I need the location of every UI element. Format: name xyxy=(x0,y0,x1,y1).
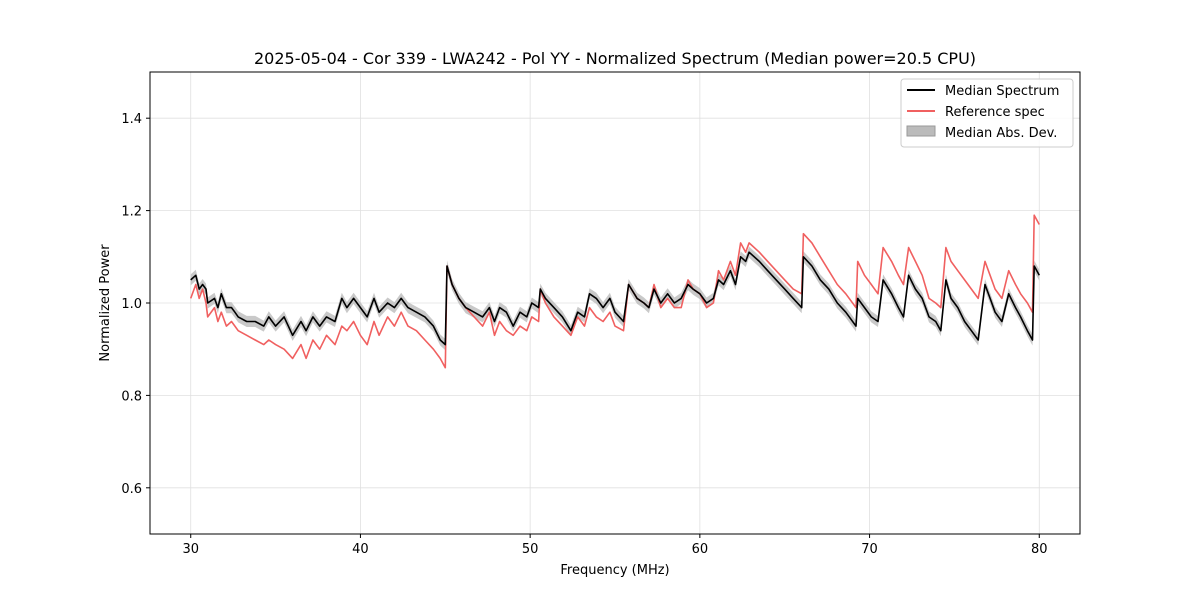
legend-label-reference-spec: Reference spec xyxy=(945,105,1045,120)
x-axis-label: Frequency (MHz) xyxy=(560,563,669,578)
x-tick-label: 60 xyxy=(692,542,709,557)
y-axis-ticks: 0.6 0.8 1.0 1.2 1.4 xyxy=(121,112,150,497)
y-axis-label: Normalized Power xyxy=(98,244,113,362)
x-tick-label: 50 xyxy=(522,542,539,557)
legend: Median Spectrum Reference spec Median Ab… xyxy=(900,78,1074,148)
x-tick-label: 40 xyxy=(352,542,369,557)
x-tick-label: 80 xyxy=(1031,542,1048,557)
legend-box xyxy=(900,78,1074,148)
x-axis-ticks: 30 40 50 60 70 80 xyxy=(182,534,1048,557)
median-spectrum-line xyxy=(190,251,1041,346)
series-lines xyxy=(189,214,1041,369)
x-tick-label: 70 xyxy=(861,542,878,557)
chart-title: 2025-05-04 - Cor 339 - LWA242 - Pol YY -… xyxy=(254,49,976,68)
y-tick-label: 1.2 xyxy=(121,205,142,220)
y-tick-label: 0.8 xyxy=(121,389,142,404)
legend-swatch-mad-band xyxy=(906,125,936,137)
mad-band xyxy=(190,246,1040,351)
y-tick-label: 1.0 xyxy=(121,297,142,312)
mad-band-area xyxy=(190,246,1040,351)
reference-spec-line xyxy=(189,214,1041,369)
x-tick-label: 30 xyxy=(182,542,199,557)
legend-label-median-spectrum: Median Spectrum xyxy=(945,84,1059,99)
y-tick-label: 1.4 xyxy=(121,112,142,127)
legend-label-mad-band: Median Abs. Dev. xyxy=(945,126,1057,141)
y-tick-label: 0.6 xyxy=(121,482,142,497)
